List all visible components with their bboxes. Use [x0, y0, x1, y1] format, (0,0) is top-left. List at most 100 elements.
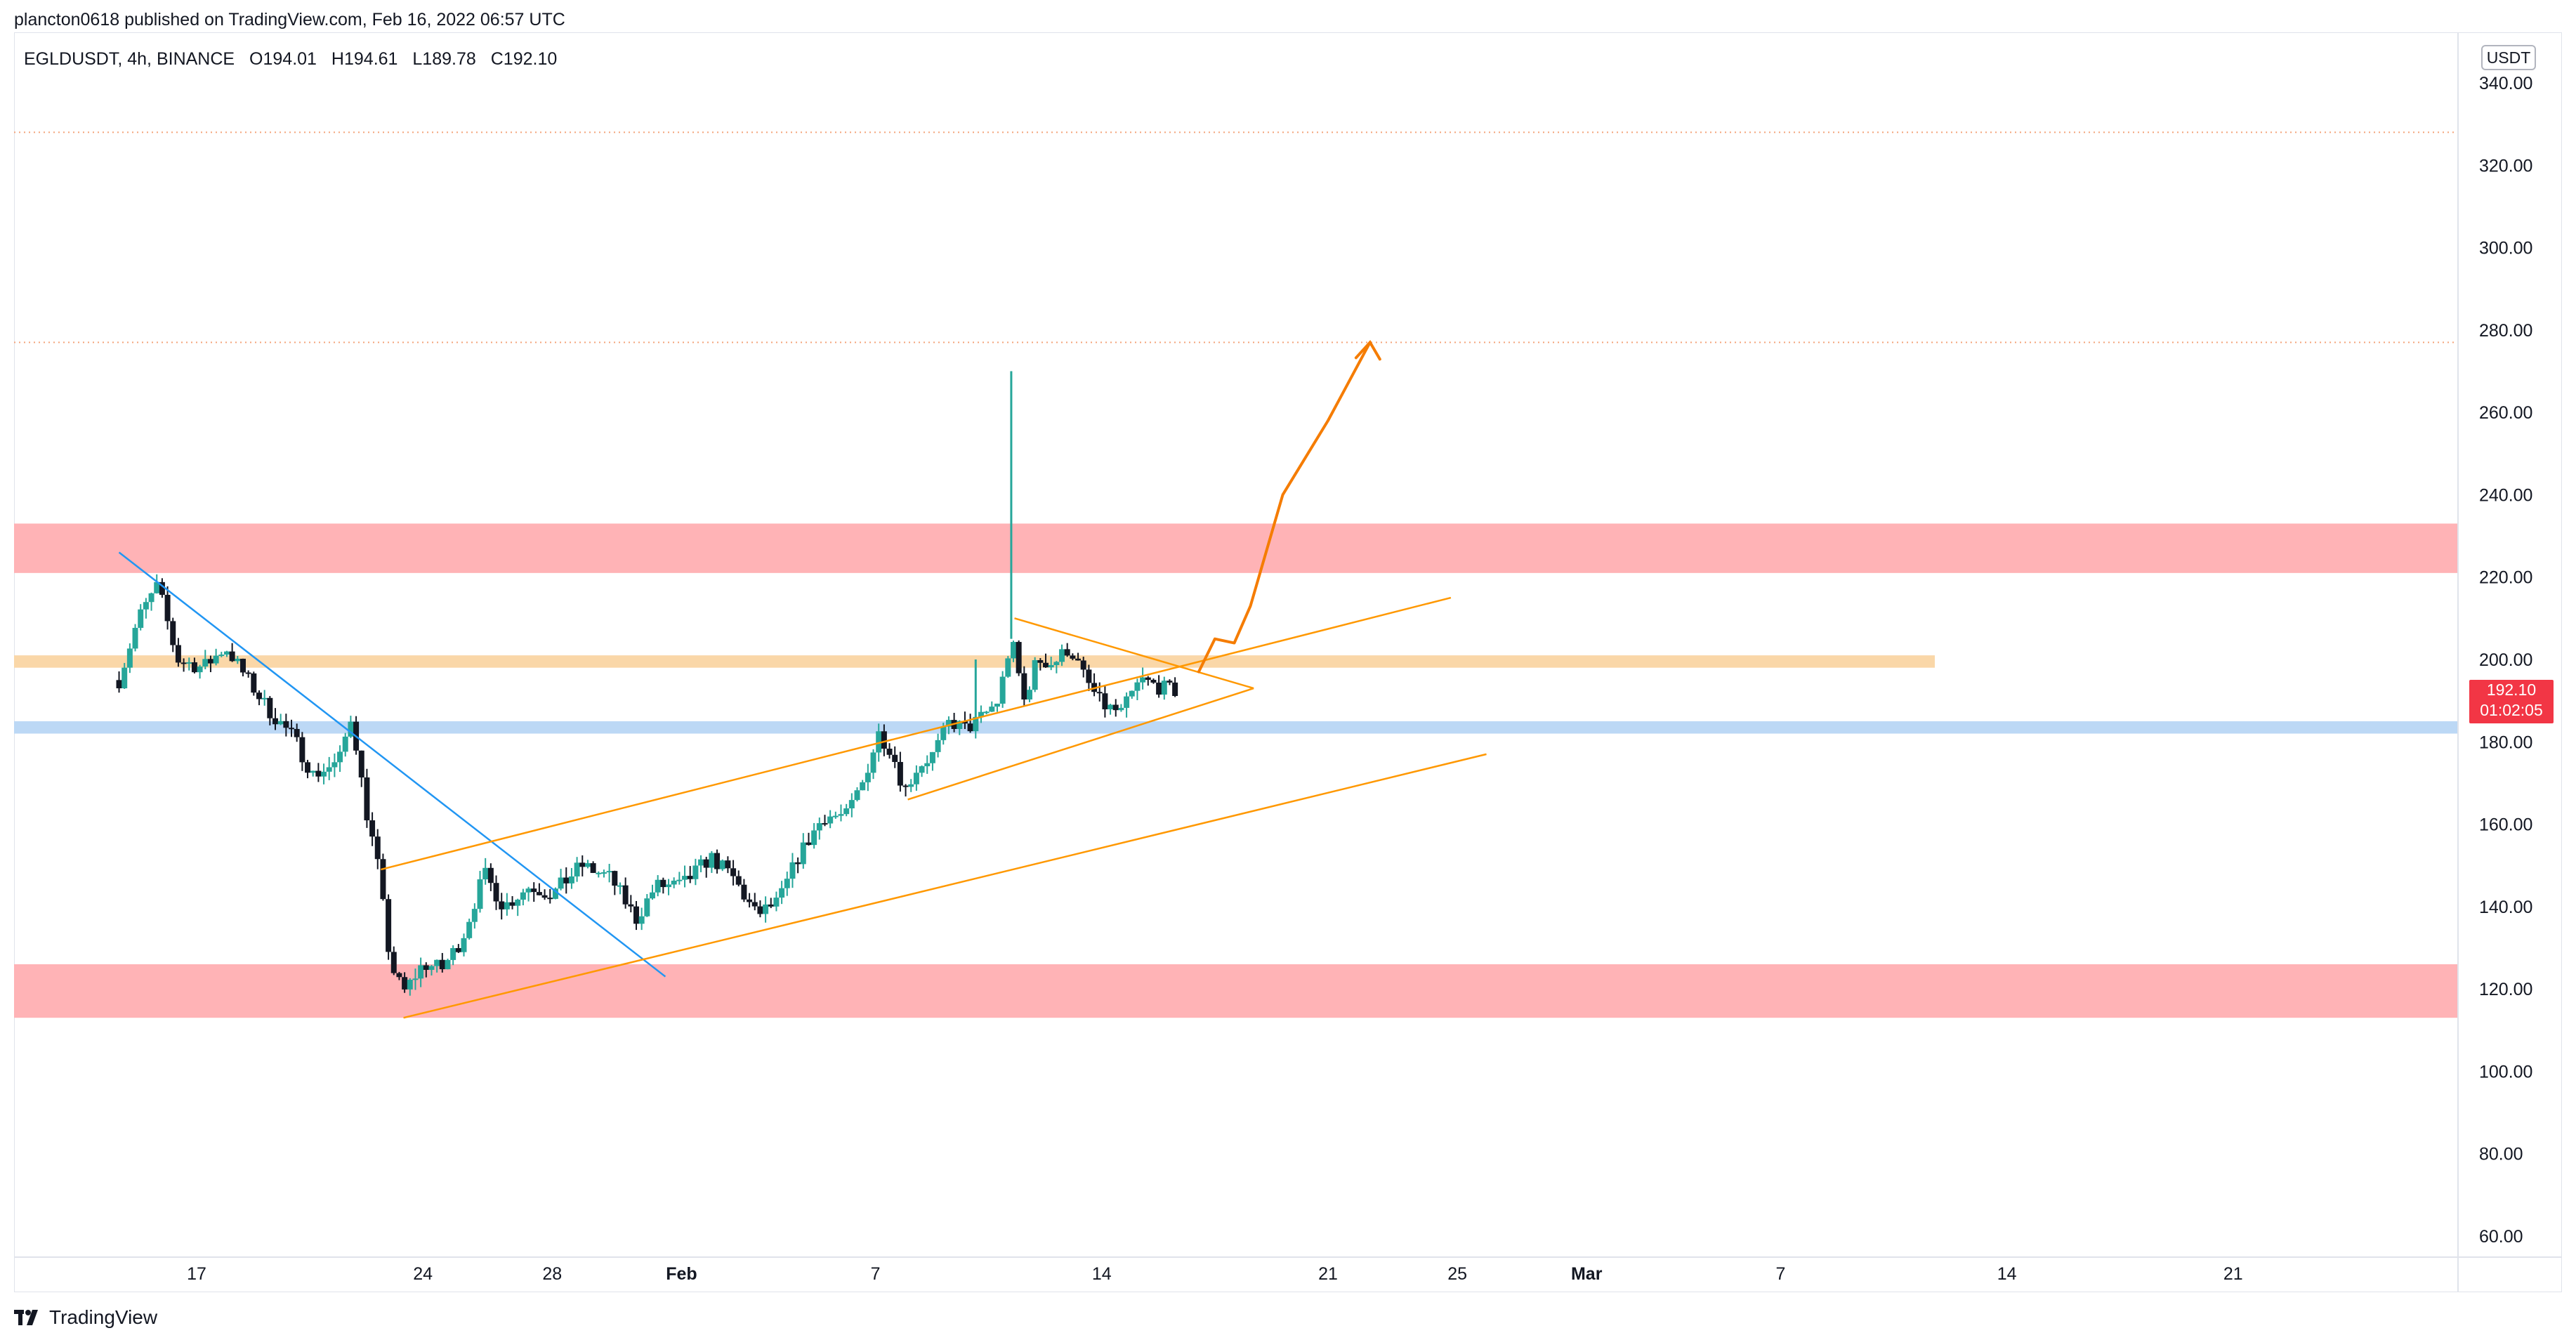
candle-body: [929, 751, 935, 763]
candle-body: [1172, 682, 1178, 697]
candle: [310, 770, 316, 777]
candle-body: [843, 808, 850, 815]
candle: [121, 662, 128, 690]
candle: [1010, 641, 1016, 662]
candle-body: [191, 662, 197, 673]
candle: [811, 822, 817, 849]
symbol-name: EGLDUSDT, 4h, BINANCE: [24, 49, 235, 69]
candle: [860, 780, 866, 791]
candle-body: [860, 782, 866, 791]
candle-body: [132, 628, 138, 649]
candle-body: [768, 904, 774, 907]
candle: [143, 598, 149, 619]
candle-body: [622, 885, 629, 905]
candle: [1145, 676, 1151, 686]
candle-body: [563, 877, 570, 884]
candle-body: [886, 749, 893, 755]
candle: [902, 784, 909, 797]
candle: [116, 671, 122, 693]
candle: [1096, 682, 1103, 702]
candle-body: [407, 980, 413, 990]
candle: [337, 745, 343, 773]
y-tick-label: 300.00: [2479, 239, 2532, 258]
candle: [1134, 678, 1141, 700]
candle-body: [870, 752, 876, 773]
candle: [1027, 686, 1033, 702]
candle-body: [1167, 681, 1173, 683]
candle-body: [294, 728, 300, 737]
candle-body: [143, 602, 149, 610]
candle-body: [967, 723, 973, 732]
candle: [779, 881, 785, 905]
candle-body: [1010, 642, 1016, 659]
candle: [676, 872, 683, 885]
x-tick-label: 24: [413, 1264, 433, 1284]
candle-body: [638, 916, 645, 924]
candle-body: [908, 784, 914, 787]
candle-body: [902, 785, 909, 787]
candle: [412, 968, 419, 990]
candle: [741, 879, 747, 902]
candle: [1064, 643, 1070, 657]
candle-body: [579, 862, 586, 867]
candle: [816, 817, 822, 840]
candle-body: [390, 952, 397, 973]
candle: [434, 959, 440, 973]
candle: [827, 810, 834, 829]
candle-body: [1080, 660, 1086, 670]
x-tick-label: 7: [871, 1264, 881, 1284]
candle-body: [175, 645, 181, 663]
candle: [396, 971, 402, 980]
candle: [650, 884, 656, 900]
brand-name: TradingView: [49, 1306, 158, 1328]
candle: [1108, 704, 1114, 715]
tradingview-footer[interactable]: TradingView: [14, 1306, 157, 1329]
candle: [789, 853, 796, 888]
candle-body: [1118, 707, 1124, 711]
candle-body: [277, 721, 284, 725]
candle-body: [698, 859, 704, 866]
candle: [763, 896, 769, 923]
candle: [994, 703, 1000, 712]
candle-body: [272, 718, 279, 725]
candle-body: [999, 676, 1006, 704]
candle: [294, 723, 300, 742]
candle-body: [735, 876, 742, 885]
candle: [989, 701, 995, 712]
x-tick-label: Mar: [1571, 1264, 1603, 1284]
x-tick-label: 17: [187, 1264, 206, 1284]
currency-unit-button[interactable]: USDT: [2481, 45, 2536, 70]
candle-body: [961, 721, 968, 724]
candle-body: [1064, 649, 1070, 656]
candle-body: [213, 655, 219, 664]
candle-body: [725, 860, 731, 869]
candle: [245, 670, 251, 678]
candle: [617, 882, 623, 895]
candle-body: [584, 863, 591, 867]
x-tick-label: 25: [1447, 1264, 1467, 1284]
candle-body: [164, 594, 171, 622]
candle-body: [186, 662, 192, 664]
candle-body: [600, 872, 607, 874]
candle: [541, 889, 548, 900]
candle-body: [552, 888, 558, 899]
candle-body: [402, 977, 408, 990]
candle-body: [757, 906, 763, 914]
candle-body: [940, 726, 947, 740]
candle: [1161, 676, 1167, 700]
candle-body: [1048, 664, 1054, 668]
levels-layer: [14, 131, 2458, 343]
candle: [892, 746, 898, 768]
y-tick-label: 240.00: [2479, 485, 2532, 505]
candle: [1021, 666, 1027, 706]
tradingview-logo-icon: [14, 1310, 38, 1325]
y-tick-label: 120.00: [2479, 980, 2532, 999]
y-tick-label: 200.00: [2479, 650, 2532, 670]
candle: [504, 893, 510, 916]
candle: [692, 858, 699, 886]
candle-body: [289, 728, 295, 730]
candle-body: [310, 770, 316, 773]
candle-body: [223, 651, 230, 655]
candle: [1156, 675, 1162, 698]
